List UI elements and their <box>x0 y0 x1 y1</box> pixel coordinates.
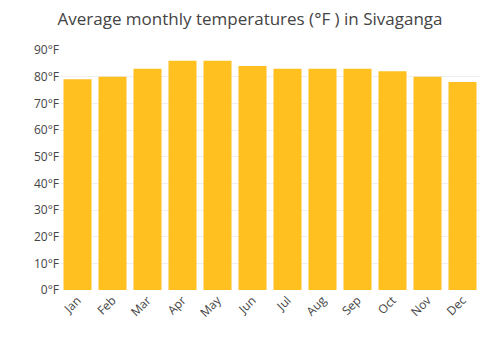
svg-text:Aug: Aug <box>302 292 330 320</box>
svg-text:Oct: Oct <box>374 292 400 318</box>
svg-text:Dec: Dec <box>443 292 470 319</box>
svg-text:50°F: 50°F <box>34 148 59 165</box>
svg-text:May: May <box>196 291 225 320</box>
svg-text:70°F: 70°F <box>34 95 59 112</box>
svg-text:80°F: 80°F <box>34 68 59 85</box>
svg-text:Jun: Jun <box>234 292 259 317</box>
svg-text:Average monthly temperatures (: Average monthly temperatures (°F ) in Si… <box>57 7 442 30</box>
svg-text:Nov: Nov <box>407 292 435 320</box>
svg-text:Jul: Jul <box>272 292 294 314</box>
svg-text:20°F: 20°F <box>34 228 59 245</box>
svg-text:90°F: 90°F <box>34 41 59 58</box>
svg-text:Mar: Mar <box>127 292 155 320</box>
svg-text:Feb: Feb <box>93 292 119 318</box>
svg-text:30°F: 30°F <box>34 201 59 218</box>
svg-text:Jan: Jan <box>60 292 85 317</box>
svg-text:40°F: 40°F <box>34 175 59 192</box>
svg-text:10°F: 10°F <box>34 255 59 272</box>
svg-text:0°F: 0°F <box>41 281 59 298</box>
svg-text:60°F: 60°F <box>34 121 59 138</box>
svg-text:Sep: Sep <box>338 292 365 319</box>
svg-text:Apr: Apr <box>164 292 190 318</box>
